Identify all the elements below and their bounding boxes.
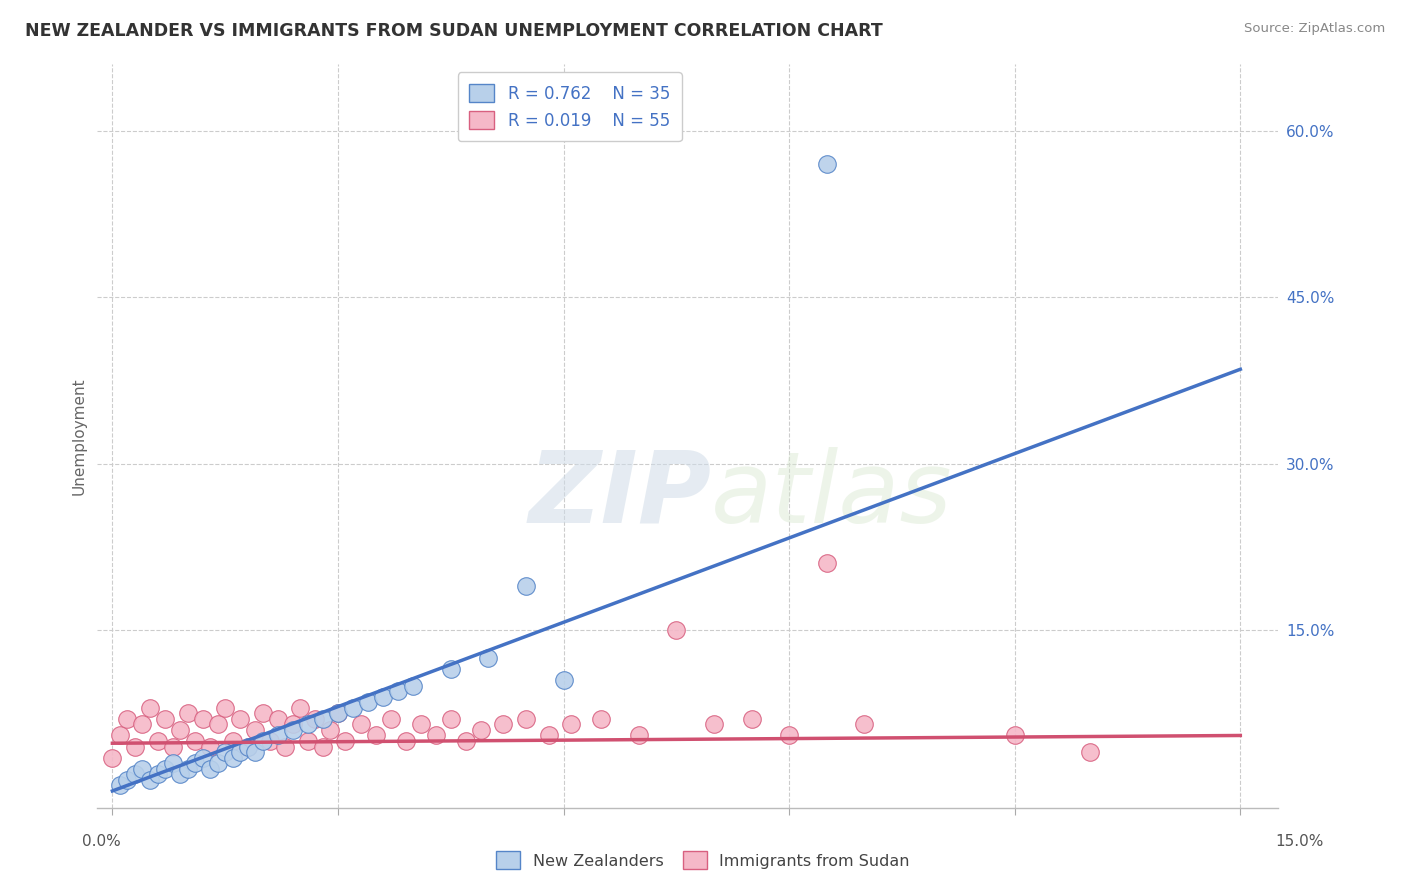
Text: 15.0%: 15.0% bbox=[1275, 834, 1323, 848]
Point bbox=[229, 745, 252, 759]
Point bbox=[326, 706, 349, 721]
Point bbox=[627, 729, 650, 743]
Text: Source: ZipAtlas.com: Source: ZipAtlas.com bbox=[1244, 22, 1385, 36]
Point bbox=[169, 767, 191, 781]
Point bbox=[492, 717, 515, 731]
Point bbox=[815, 157, 838, 171]
Point bbox=[222, 750, 245, 764]
Point bbox=[853, 717, 876, 731]
Point bbox=[146, 734, 169, 748]
Point bbox=[342, 700, 364, 714]
Point bbox=[297, 717, 319, 731]
Point bbox=[560, 717, 582, 731]
Point bbox=[335, 734, 357, 748]
Point bbox=[537, 729, 560, 743]
Point bbox=[153, 712, 176, 726]
Point bbox=[357, 695, 380, 709]
Point bbox=[274, 739, 297, 754]
Point bbox=[108, 779, 131, 793]
Point bbox=[515, 712, 537, 726]
Point bbox=[124, 739, 146, 754]
Point bbox=[553, 673, 575, 687]
Legend: New Zealanders, Immigrants from Sudan: New Zealanders, Immigrants from Sudan bbox=[488, 844, 918, 877]
Point bbox=[326, 706, 349, 721]
Point bbox=[108, 729, 131, 743]
Point bbox=[267, 729, 290, 743]
Point bbox=[515, 579, 537, 593]
Text: NEW ZEALANDER VS IMMIGRANTS FROM SUDAN UNEMPLOYMENT CORRELATION CHART: NEW ZEALANDER VS IMMIGRANTS FROM SUDAN U… bbox=[25, 22, 883, 40]
Point bbox=[198, 739, 221, 754]
Point bbox=[815, 557, 838, 571]
Legend: R = 0.762    N = 35, R = 0.019    N = 55: R = 0.762 N = 35, R = 0.019 N = 55 bbox=[457, 72, 682, 142]
Point bbox=[139, 700, 162, 714]
Point bbox=[454, 734, 477, 748]
Point bbox=[162, 739, 184, 754]
Point bbox=[703, 717, 725, 731]
Point bbox=[281, 723, 304, 737]
Point bbox=[184, 734, 207, 748]
Point bbox=[741, 712, 763, 726]
Point bbox=[290, 700, 312, 714]
Point bbox=[222, 734, 245, 748]
Point bbox=[139, 772, 162, 787]
Point bbox=[281, 717, 304, 731]
Point bbox=[169, 723, 191, 737]
Point bbox=[124, 767, 146, 781]
Point bbox=[101, 750, 124, 764]
Y-axis label: Unemployment: Unemployment bbox=[72, 377, 86, 495]
Text: atlas: atlas bbox=[711, 447, 953, 544]
Point bbox=[117, 772, 139, 787]
Point bbox=[146, 767, 169, 781]
Point bbox=[131, 717, 153, 731]
Point bbox=[470, 723, 492, 737]
Point bbox=[245, 745, 267, 759]
Point bbox=[176, 762, 198, 776]
Point bbox=[236, 739, 259, 754]
Text: ZIP: ZIP bbox=[529, 447, 711, 544]
Point bbox=[440, 662, 463, 676]
Point bbox=[312, 712, 335, 726]
Point bbox=[591, 712, 613, 726]
Point bbox=[198, 762, 221, 776]
Point bbox=[1004, 729, 1026, 743]
Point bbox=[207, 717, 229, 731]
Point bbox=[312, 739, 335, 754]
Point bbox=[214, 700, 236, 714]
Point bbox=[176, 706, 198, 721]
Text: 0.0%: 0.0% bbox=[82, 834, 121, 848]
Point bbox=[778, 729, 800, 743]
Point bbox=[477, 650, 499, 665]
Point bbox=[236, 739, 259, 754]
Point bbox=[229, 712, 252, 726]
Point bbox=[440, 712, 463, 726]
Point bbox=[162, 756, 184, 771]
Point bbox=[402, 679, 425, 693]
Point bbox=[409, 717, 432, 731]
Point bbox=[259, 734, 281, 748]
Point bbox=[319, 723, 342, 737]
Point bbox=[252, 706, 274, 721]
Point bbox=[304, 712, 326, 726]
Point bbox=[425, 729, 447, 743]
Point bbox=[387, 684, 409, 698]
Point bbox=[349, 717, 371, 731]
Point bbox=[214, 745, 236, 759]
Point bbox=[1078, 745, 1101, 759]
Point bbox=[364, 729, 387, 743]
Point bbox=[252, 734, 274, 748]
Point bbox=[380, 712, 402, 726]
Point bbox=[131, 762, 153, 776]
Point bbox=[207, 756, 229, 771]
Point bbox=[395, 734, 418, 748]
Point bbox=[184, 756, 207, 771]
Point bbox=[665, 623, 688, 637]
Point bbox=[297, 734, 319, 748]
Point bbox=[267, 712, 290, 726]
Point bbox=[371, 690, 394, 704]
Point bbox=[191, 712, 214, 726]
Point bbox=[117, 712, 139, 726]
Point bbox=[191, 750, 214, 764]
Point bbox=[245, 723, 267, 737]
Point bbox=[153, 762, 176, 776]
